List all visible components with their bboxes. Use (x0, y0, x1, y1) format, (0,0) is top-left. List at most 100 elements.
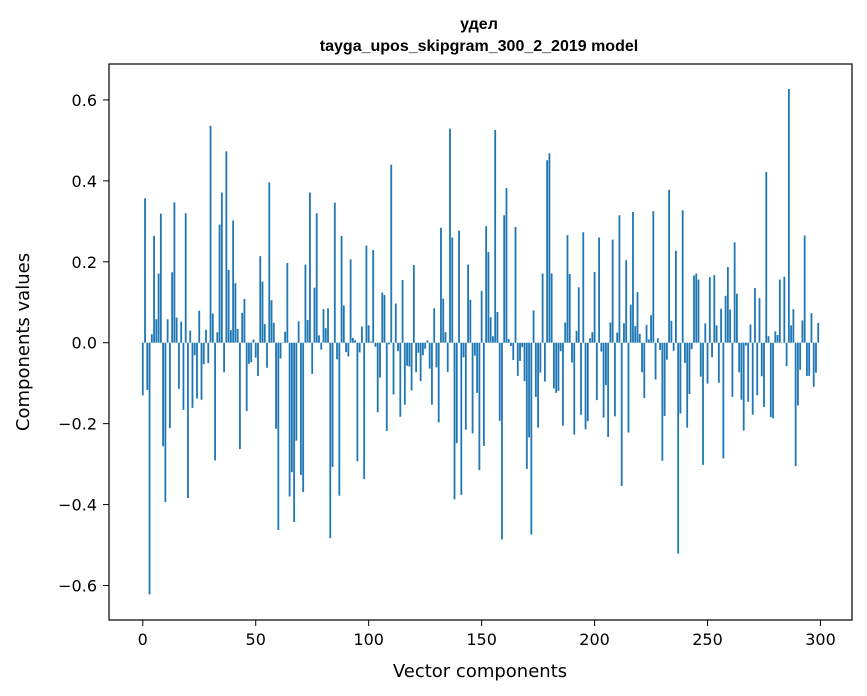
bar-232 (665, 342, 668, 360)
bar-282 (778, 279, 781, 343)
bar-93 (351, 337, 354, 343)
y-tick-label: −0.4 (58, 496, 97, 515)
bar-298 (815, 342, 817, 373)
bar-101 (370, 341, 372, 343)
bar-89 (342, 305, 345, 343)
bar-27 (202, 342, 205, 365)
bar-256 (720, 308, 722, 343)
bar-184 (557, 342, 560, 391)
bar-191 (573, 342, 576, 435)
bar-222 (643, 342, 646, 399)
bar-123 (419, 342, 422, 382)
bar-230 (661, 342, 664, 461)
bar-180 (548, 153, 551, 343)
bar-293 (803, 235, 806, 343)
bar-66 (290, 342, 293, 473)
bar-143 (464, 342, 467, 430)
bar-264 (738, 342, 741, 373)
bar-31 (211, 313, 214, 343)
bar-112 (394, 303, 397, 343)
bar-28 (205, 329, 207, 343)
bar-129 (433, 308, 436, 343)
bar-86 (336, 342, 338, 360)
bar-277 (767, 336, 770, 343)
bar-228 (656, 338, 659, 343)
bar-96 (358, 342, 361, 353)
bar-76 (313, 287, 316, 343)
bar-159 (501, 342, 503, 540)
bar-254 (715, 325, 718, 343)
x-axis-ticks: 0 50 100 150 200 250 300 (138, 620, 836, 649)
bar-61 (279, 342, 282, 359)
bar-238 (679, 342, 682, 414)
bar-266 (742, 342, 745, 431)
bar-135 (446, 342, 449, 372)
bar-244 (693, 275, 695, 343)
bar-168 (521, 342, 524, 348)
bar-32 (214, 342, 216, 461)
bar-145 (469, 299, 472, 343)
bar-163 (510, 342, 512, 346)
bar-292 (801, 320, 804, 343)
bar-131 (437, 342, 440, 423)
bar-104 (376, 342, 379, 413)
x-tick-label: 250 (692, 630, 723, 649)
bar-221 (641, 342, 643, 373)
bar-296 (810, 313, 813, 343)
bar-153 (487, 252, 490, 343)
bar-30 (209, 125, 212, 343)
y-tick-label: −0.6 (58, 576, 97, 595)
bar-217 (632, 212, 634, 343)
bar-117 (406, 342, 408, 366)
bar-175 (537, 342, 540, 428)
bar-239 (681, 210, 684, 343)
bar-64 (286, 263, 289, 343)
bar-36 (223, 342, 225, 373)
bar-172 (530, 342, 533, 535)
bar-237 (677, 342, 680, 554)
bar-201 (595, 342, 598, 401)
bar-133 (442, 298, 445, 343)
bar-162 (507, 339, 510, 343)
bar-48 (250, 342, 253, 363)
bar-262 (733, 242, 736, 343)
bar-281 (776, 335, 779, 343)
bar-124 (421, 342, 424, 356)
bar-23 (193, 342, 196, 356)
bar-287 (790, 325, 793, 343)
bar-189 (568, 273, 571, 343)
bar-240 (684, 342, 686, 363)
y-tick-label: 0.0 (72, 334, 97, 353)
bar-205 (604, 342, 607, 386)
bar-271 (754, 288, 756, 343)
bar-44 (241, 312, 244, 343)
bar-130 (435, 342, 438, 368)
x-tick-label: 300 (805, 630, 836, 649)
bar-181 (550, 273, 553, 343)
bar-219 (636, 292, 639, 343)
bar-110 (390, 164, 393, 343)
bar-107 (383, 294, 386, 343)
bar-77 (315, 213, 318, 343)
bar-136 (449, 128, 451, 343)
bar-169 (523, 342, 526, 382)
bar-156 (494, 129, 497, 343)
bar-139 (455, 342, 458, 444)
bar-63 (284, 331, 286, 343)
bar-233 (668, 189, 671, 343)
bar-297 (812, 342, 815, 387)
bar-116 (403, 342, 406, 405)
bar-0 (141, 342, 144, 396)
bar-290 (796, 342, 799, 406)
bar-186 (562, 342, 564, 426)
bar-241 (686, 342, 689, 428)
bar-20 (187, 342, 189, 499)
bar-87 (338, 342, 341, 496)
bar-82 (327, 308, 329, 343)
bar-218 (634, 326, 637, 343)
bar-111 (392, 342, 395, 395)
bar-57 (270, 300, 273, 343)
bar-211 (618, 215, 621, 343)
bar-5 (153, 235, 155, 343)
